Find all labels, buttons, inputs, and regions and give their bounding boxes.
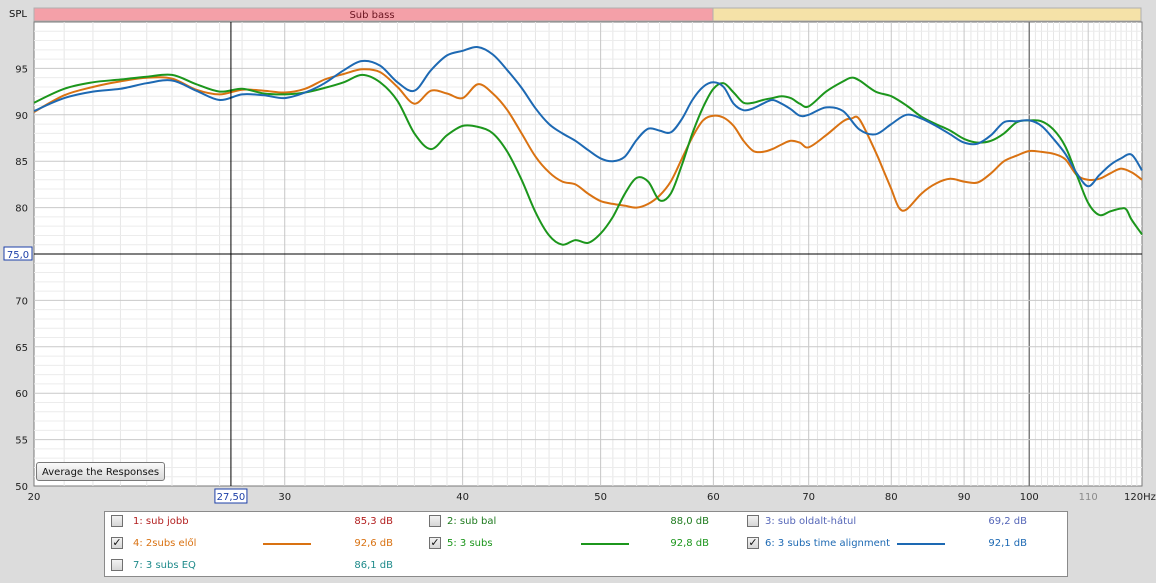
- legend-value-5: 92,8 dB: [670, 538, 709, 549]
- legend-checkbox-1[interactable]: [111, 515, 123, 527]
- y-tick-label: 50: [15, 482, 28, 493]
- x-tick-label: 90: [958, 492, 971, 503]
- y-tick-label: 65: [15, 343, 28, 354]
- legend-value-2: 88,0 dB: [670, 516, 709, 527]
- legend-label-4: 4: 2subs elől: [133, 538, 197, 549]
- legend-swatch-6: [897, 543, 945, 545]
- x-tick-label: 60: [707, 492, 720, 503]
- y-tick-label: 80: [15, 204, 28, 215]
- x-tick-labels: 20 30 40 50 60 70 80 90 100 110 120Hz: [28, 492, 1156, 503]
- series-line-3: [33, 46, 1143, 188]
- crosshair-cursor[interactable]: 27,50 75,0: [3, 22, 1142, 504]
- x-tick-label: 40: [456, 492, 469, 503]
- cursor-y-readout: 75,0: [7, 250, 29, 261]
- legend-item-2[interactable]: 2: sub bal 88,0 dB: [427, 512, 737, 532]
- cursor-x-readout: 27,50: [217, 492, 246, 503]
- legend-item-7[interactable]: 7: 3 subs EQ 86,1 dB: [109, 556, 419, 576]
- response-curves: [33, 46, 1143, 246]
- series-line-2: [33, 73, 1143, 246]
- x-tick-label: 80: [885, 492, 898, 503]
- x-tick-label: 110: [1079, 492, 1098, 503]
- legend-checkbox-3[interactable]: [747, 515, 759, 527]
- y-tick-label: 70: [15, 296, 28, 307]
- legend-item-4[interactable]: ✓ 4: 2subs elől 92,6 dB: [109, 534, 419, 554]
- bass-band: [712, 7, 1142, 22]
- y-tick-label: 55: [15, 436, 28, 447]
- legend-value-3: 69,2 dB: [988, 516, 1027, 527]
- legend-item-1[interactable]: 1: sub jobb 85,3 dB: [109, 512, 419, 532]
- x-tick-label: 120Hz: [1124, 492, 1156, 503]
- average-responses-button[interactable]: Average the Responses: [36, 462, 166, 481]
- x-tick-label: 50: [594, 492, 607, 503]
- legend-checkbox-5[interactable]: ✓: [429, 536, 441, 549]
- x-tick-label: 30: [278, 492, 291, 503]
- x-tick-label: 100: [1020, 492, 1039, 503]
- spl-chart[interactable]: SPL Sub bass 50 55 60 65 70 80 85 90 95 20 30 40 50…: [0, 0, 1156, 510]
- legend-checkbox-2[interactable]: [429, 515, 441, 527]
- legend-swatch-4: [263, 543, 311, 545]
- legend-value-1: 85,3 dB: [354, 516, 393, 527]
- cursor-x-readout-box: [214, 488, 248, 504]
- legend-label-5: 5: 3 subs: [447, 538, 493, 549]
- legend-label-6: 6: 3 subs time alignment: [765, 538, 891, 549]
- legend-item-5[interactable]: ✓ 5: 3 subs 92,8 dB: [427, 534, 737, 554]
- legend-item-3[interactable]: 3: sub oldalt-hátul 69,2 dB: [745, 512, 1065, 532]
- legend-checkbox-7[interactable]: [111, 559, 123, 571]
- x-tick-label: 20: [28, 492, 41, 503]
- legend-item-6[interactable]: ✓ 6: 3 subs time alignment 92,1 dB: [745, 534, 1065, 554]
- legend-checkbox-6[interactable]: ✓: [747, 536, 759, 549]
- spl-axis-title: SPL: [9, 9, 27, 20]
- legend-label-7: 7: 3 subs EQ: [133, 560, 196, 571]
- sub-bass-band-label: Sub bass: [349, 10, 394, 21]
- legend-checkbox-4[interactable]: ✓: [111, 536, 123, 549]
- legend-label-3: 3: sub oldalt-hátul: [765, 516, 857, 527]
- legend-value-4: 92,6 dB: [354, 538, 393, 549]
- y-tick-labels: 50 55 60 65 70 80 85 90 95: [15, 64, 28, 493]
- cursor-y-readout-box: [3, 246, 33, 261]
- legend-value-6: 92,1 dB: [988, 538, 1027, 549]
- y-tick-label: 95: [15, 64, 28, 75]
- legend-label-2: 2: sub bal: [447, 516, 497, 527]
- y-tick-label: 60: [15, 389, 28, 400]
- y-tick-label: 85: [15, 157, 28, 168]
- series-line-1: [33, 68, 1143, 212]
- legend-value-7: 86,1 dB: [354, 560, 393, 571]
- legend-panel: 1: sub jobb 85,3 dB 2: sub bal 88,0 dB 3…: [104, 511, 1068, 577]
- legend-swatch-5: [581, 543, 629, 545]
- x-tick-label: 70: [802, 492, 815, 503]
- y-tick-label: 90: [15, 111, 28, 122]
- legend-label-1: 1: sub jobb: [133, 516, 189, 527]
